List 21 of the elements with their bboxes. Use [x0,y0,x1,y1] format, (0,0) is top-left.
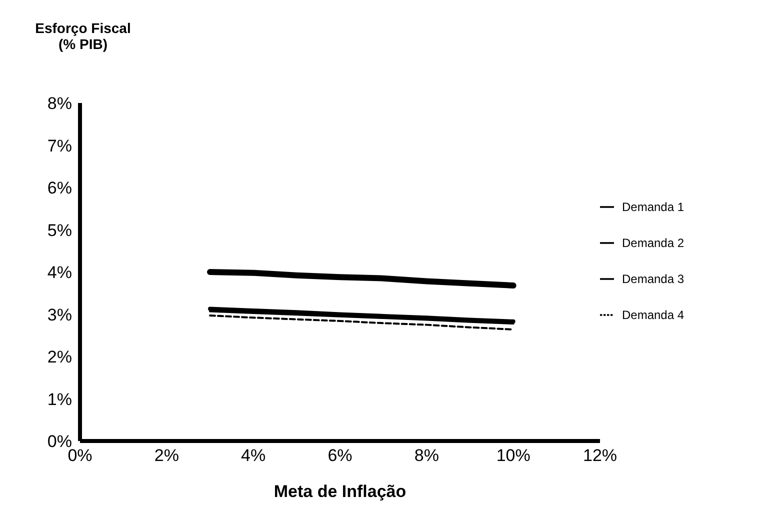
x-tick-label: 4% [241,446,266,466]
y-tick-label: 1% [47,390,72,409]
legend-label: Demanda 3 [622,272,684,286]
legend-label: Demanda 4 [622,308,684,322]
y-tick-label: 4% [47,263,72,282]
legend-label: Demanda 2 [622,236,684,250]
y-axis-title: Esforço Fiscal (% PIB) [34,20,132,52]
y-tick-label: 6% [47,178,72,198]
x-tick-label: 12% [582,446,618,466]
y-tick-label: 2% [47,348,72,367]
y-tick-label: 8% [47,94,72,114]
x-tick-label: 8% [414,446,439,466]
x-tick-label: 6% [328,446,352,466]
x-tick-label: 10% [496,446,530,466]
x-tick-label: 2% [154,446,179,466]
legend-label: Demanda 1 [622,200,684,214]
x-tick-label: 0% [68,446,92,466]
y-tick-label: 3% [47,305,72,324]
y-tick-label: 7% [47,136,72,156]
x-axis-title: Meta de Inflação [274,482,406,501]
y-tick-label: 5% [47,220,72,240]
